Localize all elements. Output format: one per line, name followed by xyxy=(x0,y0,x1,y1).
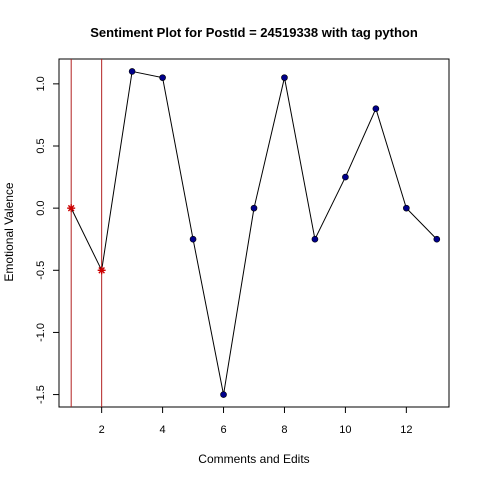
y-tick-label: -1.0 xyxy=(35,323,47,342)
data-point-13 xyxy=(433,235,441,243)
data-point-4 xyxy=(159,74,166,81)
data-point-3 xyxy=(128,68,136,75)
chart-title: Sentiment Plot for PostId = 24519338 wit… xyxy=(90,25,418,40)
x-tick-label: 6 xyxy=(220,424,226,436)
y-tick-label: 0.0 xyxy=(35,200,47,215)
data-point-12 xyxy=(403,204,410,212)
x-tick-label: 2 xyxy=(99,424,105,436)
highlight-point-1 xyxy=(67,204,76,213)
data-point-9 xyxy=(311,235,319,243)
x-axis-label: Comments and Edits xyxy=(198,452,309,466)
data-point-7 xyxy=(250,204,258,212)
highlight-point-2 xyxy=(97,266,106,275)
x-tick-label: 8 xyxy=(281,424,287,436)
data-point-5 xyxy=(189,235,197,243)
y-tick-label: -0.5 xyxy=(35,261,47,280)
x-tick-label: 4 xyxy=(160,424,166,436)
y-tick-label: 1.0 xyxy=(35,76,47,91)
data-point-11 xyxy=(372,105,380,113)
x-tick-label: 12 xyxy=(400,424,412,436)
data-point-8 xyxy=(281,74,288,81)
data-point-6 xyxy=(220,391,227,398)
y-tick-label: 0.5 xyxy=(35,138,47,153)
data-point-10 xyxy=(342,173,349,181)
x-tick-label: 10 xyxy=(339,424,351,436)
series-line xyxy=(70,70,438,395)
plot-frame xyxy=(58,58,450,408)
y-tick-label: -1.5 xyxy=(35,385,47,404)
y-axis-label: Emotional Valence xyxy=(2,182,16,281)
